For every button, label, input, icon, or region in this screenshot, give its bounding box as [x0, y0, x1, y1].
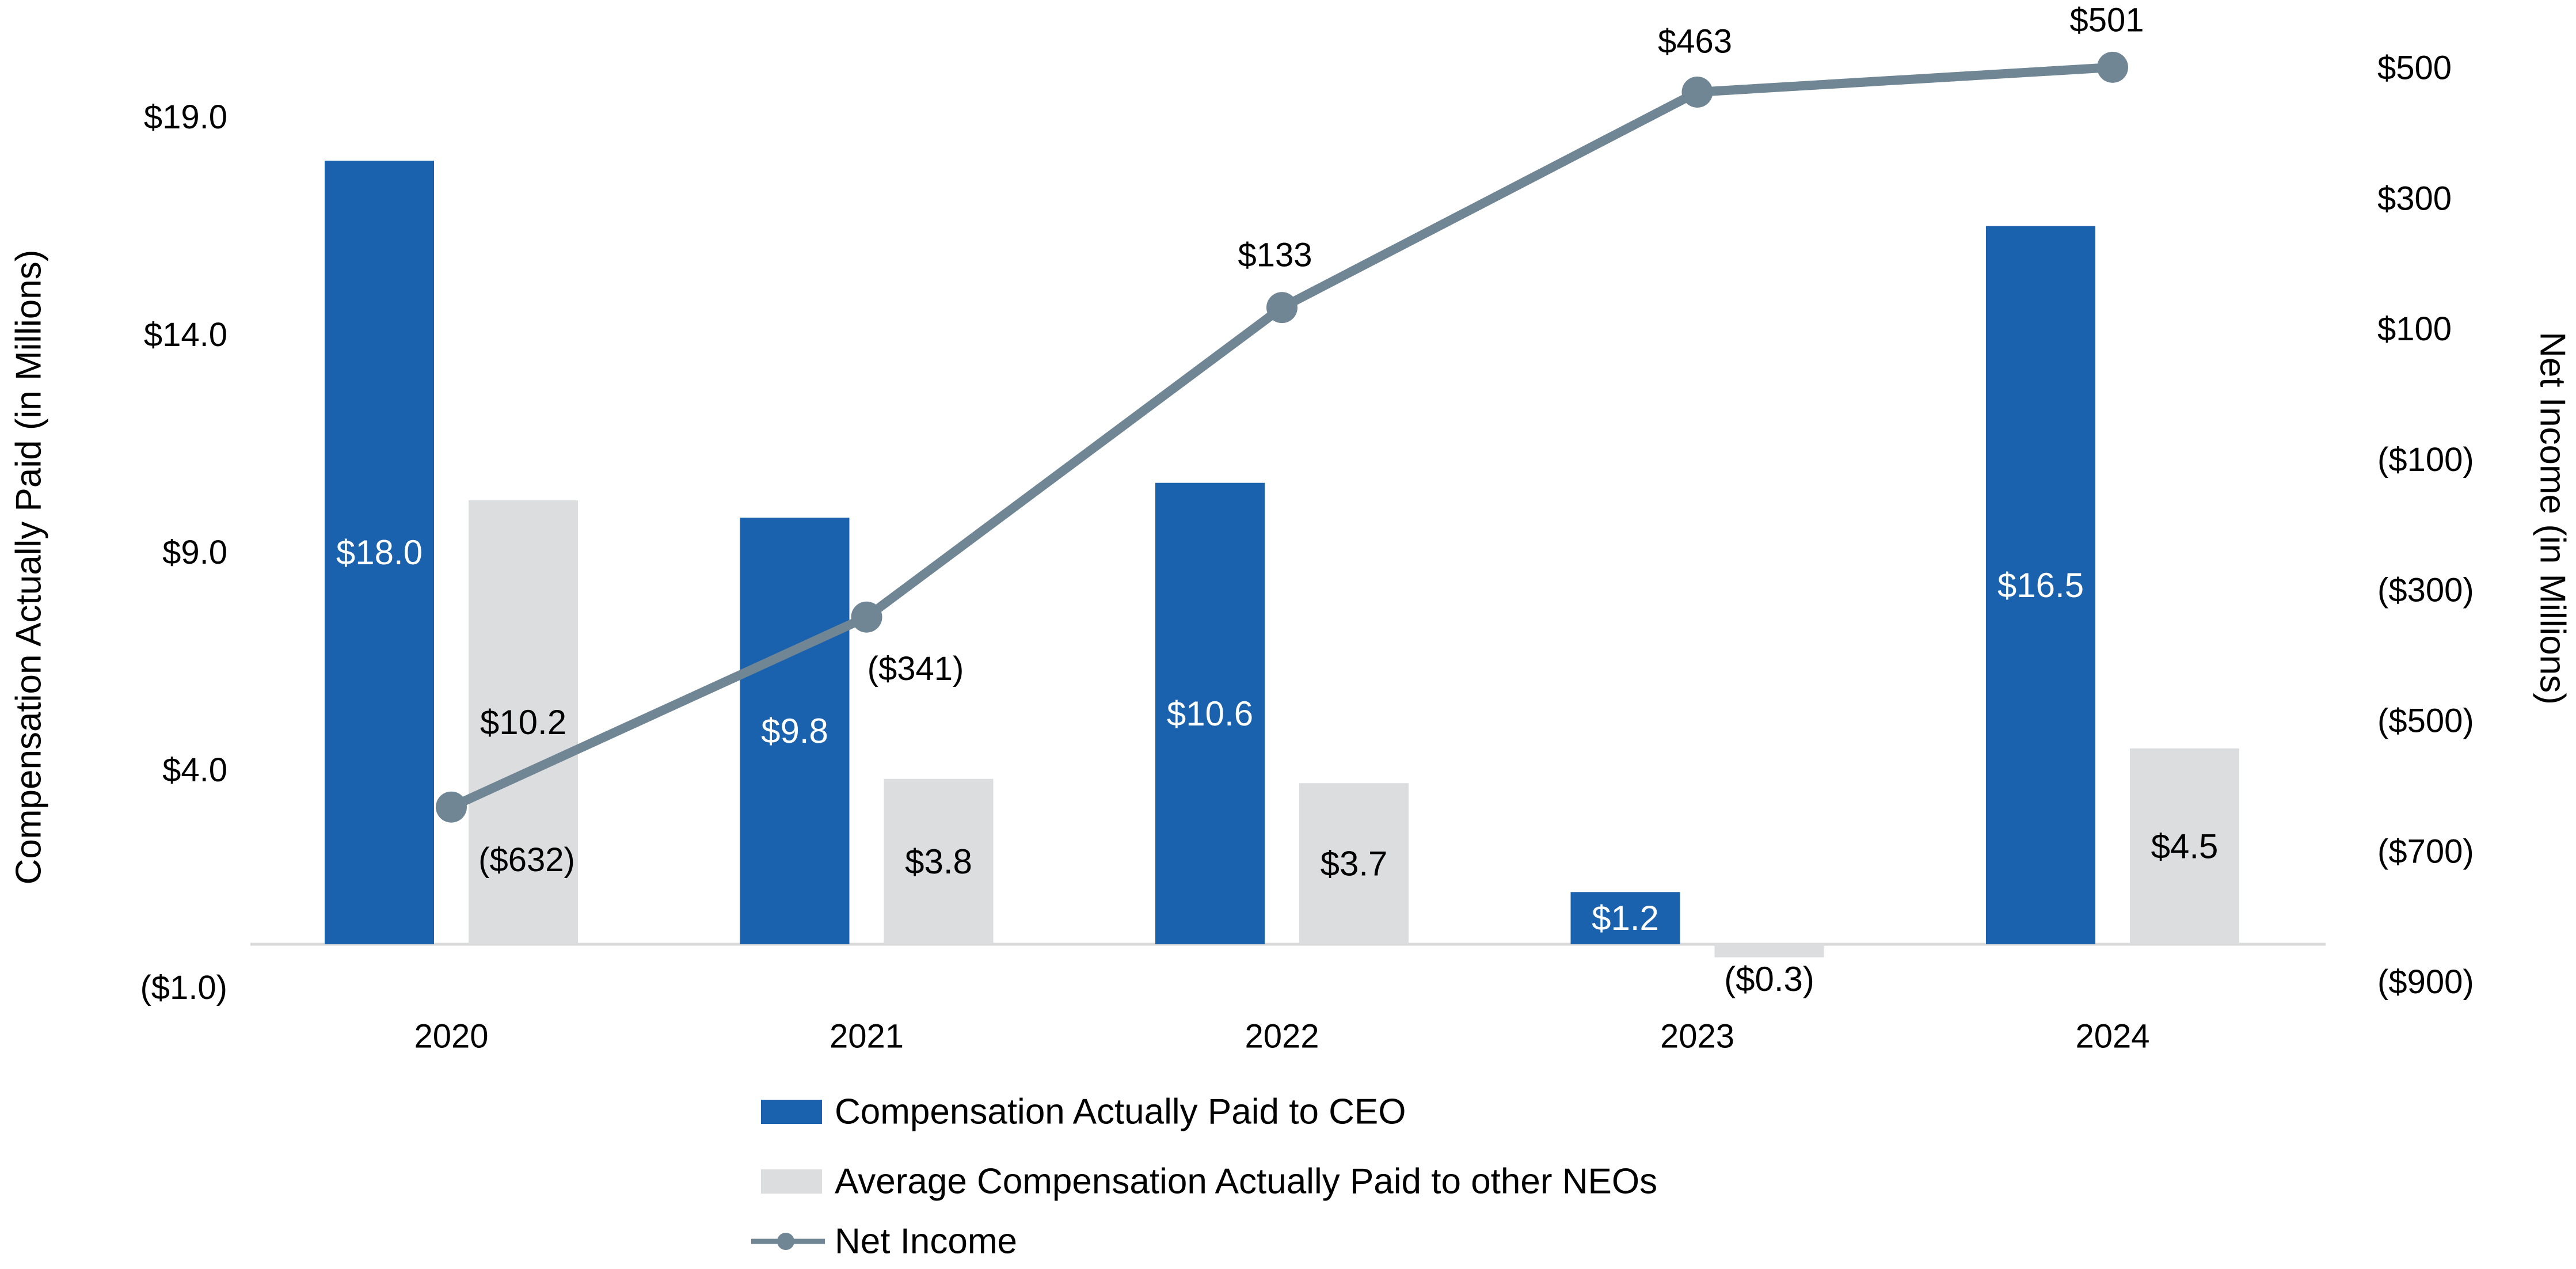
left-axis-title: Compensation Actually Paid (in Millions): [9, 250, 49, 885]
left-axis-tick-label: $19.0: [144, 98, 227, 136]
right-axis-tick-label: $300: [2377, 180, 2452, 217]
net-income-line: [447, 62, 2117, 812]
net-income-point-label: ($341): [867, 650, 964, 687]
bar-ceo: [1986, 226, 2095, 945]
net-income-point-label: ($632): [478, 841, 575, 879]
bar-ceo-label: $10.6: [1167, 694, 1253, 733]
bar-ceo: [1570, 892, 1680, 944]
net-income-point-label: $501: [2069, 1, 2144, 39]
net-income-point-label: $133: [1238, 237, 1312, 274]
x-axis-year-label: 2022: [1245, 1018, 1319, 1055]
left-axis-tick-label: $9.0: [162, 534, 227, 571]
bar-neo: [2130, 748, 2239, 944]
bar-neo-label: $3.8: [905, 842, 972, 881]
left-axis-tick-label: $4.0: [162, 751, 227, 789]
right-axis-tick-label: $500: [2377, 50, 2452, 87]
legend-label-neo: Average Compensation Actually Paid to ot…: [835, 1162, 1657, 1202]
x-axis-year-label: 2023: [1660, 1018, 1734, 1055]
net-income-marker: [851, 601, 882, 633]
net-income-marker: [1266, 292, 1297, 324]
legend-swatch-neo: [761, 1169, 822, 1194]
right-axis-tick-label: ($300): [2377, 572, 2474, 609]
bar-ceo-label: $16.5: [1997, 566, 2084, 605]
x-axis-year-label: 2021: [830, 1018, 904, 1055]
right-axis-tick-label: ($500): [2377, 702, 2474, 740]
bar-ceo-label: $1.2: [1592, 899, 1659, 937]
bar-neo: [469, 500, 578, 944]
net-income-point-label: $463: [1658, 22, 1732, 60]
bar-ceo-label: $18.0: [336, 533, 423, 572]
right-axis-tick-label: ($700): [2377, 833, 2474, 870]
legend-label-net-income: Net Income: [835, 1222, 1017, 1262]
right-axis-tick-label: ($100): [2377, 441, 2474, 478]
bar-neo: [1714, 944, 1824, 958]
right-axis-title: Net Income (in Millions): [2533, 332, 2573, 705]
right-axis-tick-label: $100: [2377, 310, 2452, 348]
net-income-marker: [1681, 76, 1713, 108]
bar-neo-label: $3.7: [1321, 845, 1388, 883]
x-axis-year-label: 2020: [414, 1018, 488, 1055]
legend-marker-net-income-icon: [777, 1233, 794, 1250]
left-axis-tick-label: $14.0: [144, 316, 227, 354]
bar-neo: [884, 778, 994, 944]
legend-swatch-ceo: [761, 1100, 822, 1124]
bar-ceo: [325, 161, 434, 945]
left-axis-tick-label: ($1.0): [140, 969, 227, 1006]
legend-label-ceo: Compensation Actually Paid to CEO: [835, 1092, 1406, 1132]
bar-neo-label: $4.5: [2151, 827, 2219, 865]
bar-ceo-label: $9.8: [761, 712, 828, 750]
net-income-marker: [436, 791, 467, 823]
bar-neo: [1299, 783, 1409, 944]
right-axis-tick-label: ($900): [2377, 963, 2474, 1001]
bar-neo-label: ($0.3): [1724, 960, 1814, 998]
bar-ceo: [1155, 482, 1265, 944]
net-income-marker: [2097, 51, 2128, 83]
bar-neo-label: $10.2: [480, 703, 566, 742]
x-axis-year-label: 2024: [2075, 1018, 2149, 1055]
bar-ceo: [740, 518, 850, 944]
